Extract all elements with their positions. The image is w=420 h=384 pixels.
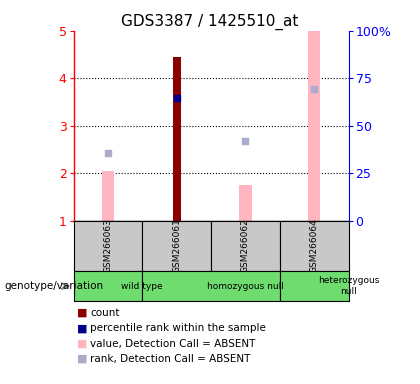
Bar — [74, 221, 142, 271]
Text: GSM266063: GSM266063 — [103, 218, 113, 273]
Text: homozygous null: homozygous null — [207, 281, 284, 291]
Text: ■: ■ — [77, 308, 87, 318]
Bar — [142, 271, 280, 301]
Bar — [308, 31, 320, 221]
Text: ■: ■ — [77, 323, 87, 333]
Text: ■: ■ — [77, 339, 87, 349]
Text: rank, Detection Call = ABSENT: rank, Detection Call = ABSENT — [90, 354, 251, 364]
Text: GSM266061: GSM266061 — [172, 218, 181, 273]
Text: GSM266064: GSM266064 — [310, 218, 319, 273]
Text: genotype/variation: genotype/variation — [4, 281, 103, 291]
Text: GDS3387 / 1425510_at: GDS3387 / 1425510_at — [121, 13, 299, 30]
Text: heterozygous
null: heterozygous null — [318, 276, 379, 296]
Bar — [102, 171, 114, 221]
Bar — [74, 271, 142, 301]
Text: percentile rank within the sample: percentile rank within the sample — [90, 323, 266, 333]
Point — [173, 95, 180, 101]
Point — [105, 150, 111, 156]
Text: count: count — [90, 308, 120, 318]
Point — [242, 138, 249, 144]
Text: ■: ■ — [77, 354, 87, 364]
Bar — [280, 271, 349, 301]
Text: value, Detection Call = ABSENT: value, Detection Call = ABSENT — [90, 339, 256, 349]
Text: wild type: wild type — [121, 281, 163, 291]
Text: GSM266062: GSM266062 — [241, 218, 250, 273]
Bar — [173, 57, 181, 221]
Point — [311, 86, 318, 92]
Bar — [211, 221, 280, 271]
Bar — [142, 221, 211, 271]
Bar — [280, 221, 349, 271]
Bar — [239, 185, 252, 221]
